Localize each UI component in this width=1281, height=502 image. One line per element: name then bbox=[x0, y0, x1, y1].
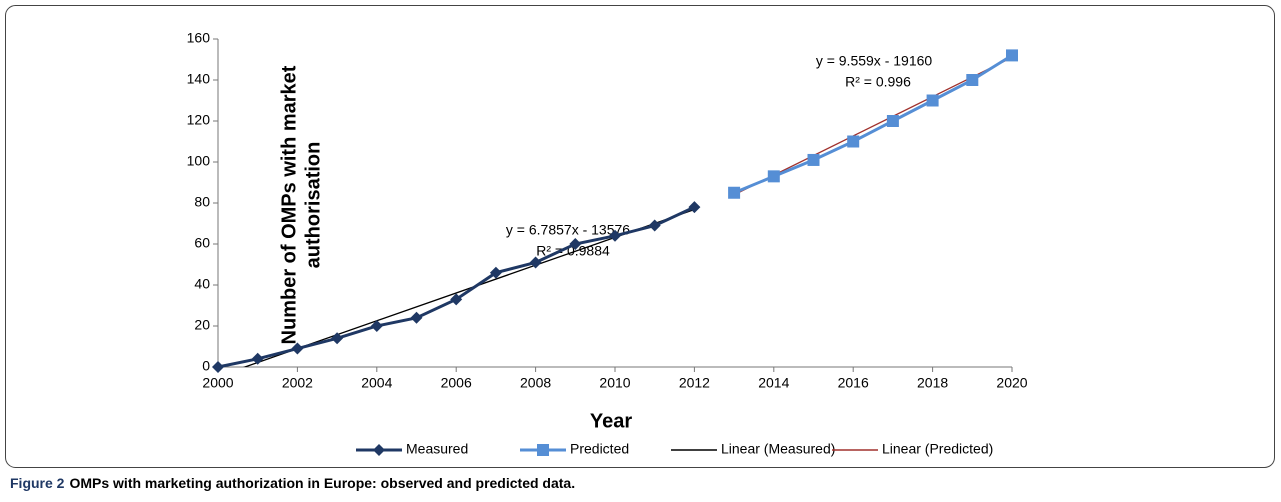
y-tick-label: 140 bbox=[187, 71, 211, 87]
annotation: y = 6.7857x - 13576 bbox=[506, 222, 630, 238]
data-point bbox=[251, 352, 264, 365]
data-point bbox=[807, 153, 820, 166]
data-point bbox=[886, 115, 899, 127]
figure-border bbox=[5, 5, 1275, 468]
y-axis-title: Number of OMPs with market authorisation bbox=[278, 65, 324, 344]
legend-label: Predicted bbox=[570, 441, 629, 457]
y-tick-label: 0 bbox=[202, 358, 210, 374]
data-point bbox=[569, 238, 582, 250]
legend-marker bbox=[373, 444, 385, 456]
x-tick-label: 2010 bbox=[599, 375, 630, 391]
data-point bbox=[688, 201, 701, 214]
x-tick-label: 2002 bbox=[282, 375, 313, 391]
x-tick-label: 2012 bbox=[679, 375, 710, 391]
data-point bbox=[966, 74, 979, 86]
data-point bbox=[410, 311, 423, 324]
y-tick-label: 80 bbox=[194, 194, 210, 210]
series-line bbox=[733, 54, 1013, 195]
data-point bbox=[529, 256, 542, 269]
x-tick-label: 2018 bbox=[917, 375, 948, 391]
y-tick-label: 160 bbox=[187, 30, 211, 46]
x-tick-label: 2000 bbox=[202, 375, 233, 391]
data-point bbox=[728, 186, 741, 199]
x-tick-label: 2008 bbox=[520, 375, 551, 391]
y-axis-title-line: Number of OMPs with market bbox=[278, 65, 300, 344]
legend-label: Linear (Predicted) bbox=[882, 441, 993, 457]
caption-text: OMPs with marketing authorization in Eur… bbox=[69, 475, 575, 491]
data-point bbox=[847, 135, 860, 148]
y-axis-title-line: authorisation bbox=[302, 142, 324, 269]
x-tick-label: 2004 bbox=[361, 375, 392, 391]
legend-label: Measured bbox=[406, 441, 468, 457]
y-tick-label: 60 bbox=[194, 235, 210, 251]
data-point bbox=[648, 219, 661, 232]
data-point bbox=[609, 229, 621, 242]
x-tick-label: 2020 bbox=[996, 375, 1027, 391]
plot-area bbox=[242, 56, 1012, 367]
data-point bbox=[489, 266, 502, 279]
annotation: y = 9.559x - 19160 bbox=[816, 53, 933, 69]
data-point bbox=[926, 94, 939, 107]
legend-marker bbox=[537, 444, 549, 456]
y-tick-label: 20 bbox=[194, 317, 210, 333]
data-point bbox=[1006, 49, 1018, 62]
x-tick-label: 2014 bbox=[758, 375, 789, 391]
legend-label: Linear (Measured) bbox=[721, 441, 835, 457]
annotation: R² = 0.996 bbox=[845, 74, 911, 90]
y-tick-label: 40 bbox=[194, 276, 210, 292]
x-tick-label: 2016 bbox=[838, 375, 869, 391]
data-point bbox=[331, 332, 344, 345]
x-tick-label: 2006 bbox=[441, 375, 472, 391]
caption-label: Figure 2 bbox=[10, 475, 65, 491]
y-tick-label: 100 bbox=[187, 153, 211, 169]
x-axis-title: Year bbox=[590, 410, 632, 432]
trend-line bbox=[733, 56, 1012, 196]
data-point bbox=[212, 361, 224, 373]
data-point bbox=[450, 293, 463, 306]
y-tick-label: 120 bbox=[187, 112, 211, 128]
data-point bbox=[370, 320, 383, 332]
caption: Figure 2 OMPs with marketing authorizatio… bbox=[10, 475, 575, 491]
data-point bbox=[291, 342, 304, 355]
data-point bbox=[767, 170, 780, 183]
